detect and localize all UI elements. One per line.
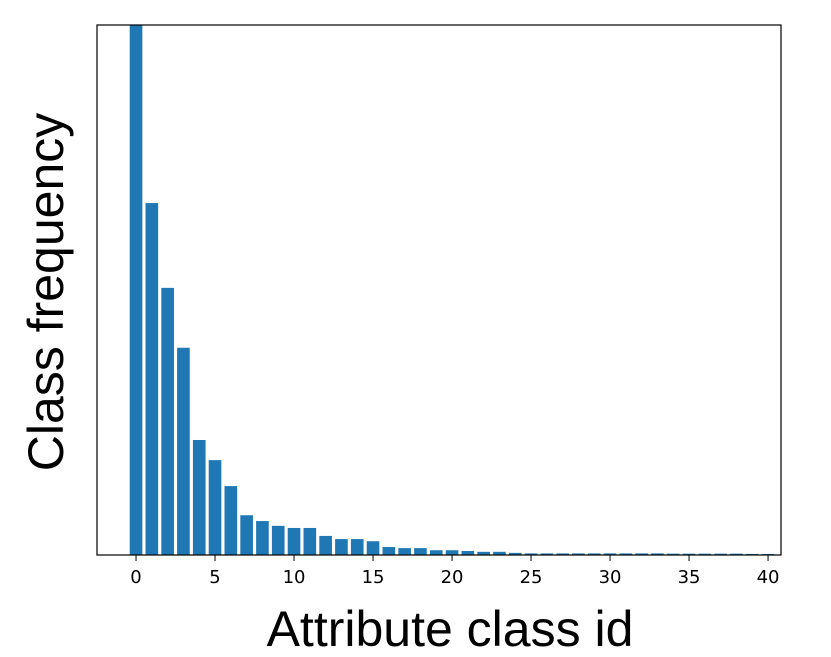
x-tick-label: 30 [599, 567, 622, 588]
bar [398, 548, 411, 555]
bar [256, 521, 269, 555]
y-axis-label: Class frequency [18, 113, 74, 472]
bar [303, 527, 317, 555]
x-tick-label: 20 [441, 567, 464, 588]
bar [382, 547, 396, 555]
bar [414, 548, 427, 555]
bar [366, 541, 380, 555]
bar [271, 525, 285, 555]
bar [287, 527, 301, 555]
x-tick-label: 40 [757, 567, 780, 588]
bar [603, 553, 617, 555]
bar [556, 553, 569, 555]
bar [335, 539, 348, 555]
bar [587, 553, 601, 555]
x-tick-label: 35 [678, 567, 701, 588]
bar [698, 553, 712, 555]
bar [619, 553, 633, 555]
x-tick-label: 25 [520, 567, 543, 588]
x-tick-label: 10 [283, 567, 306, 588]
plot-frame [96, 24, 782, 556]
bar [429, 550, 443, 555]
bar [666, 553, 680, 555]
bar [129, 25, 143, 555]
bar [208, 460, 222, 555]
bar [477, 551, 490, 555]
bar [651, 553, 664, 555]
bar [177, 347, 190, 555]
bar [540, 553, 554, 555]
bar [493, 551, 506, 555]
bar [714, 553, 727, 555]
bar [224, 486, 238, 555]
bar [730, 553, 743, 555]
x-tick-label: 0 [130, 567, 141, 588]
bar [319, 535, 332, 555]
bar [461, 551, 475, 555]
x-tick-label: 15 [362, 567, 385, 588]
bar [350, 539, 364, 555]
x-tick-label: 5 [209, 567, 220, 588]
bar [524, 553, 538, 555]
x-axis-label: Attribute class id [267, 601, 634, 657]
bar [682, 553, 696, 555]
bar [572, 553, 585, 555]
bar [161, 287, 174, 555]
bar [145, 203, 159, 555]
bar [508, 552, 522, 555]
bar [192, 439, 206, 555]
bar [635, 553, 648, 555]
bar [240, 515, 253, 555]
bar [445, 550, 459, 555]
